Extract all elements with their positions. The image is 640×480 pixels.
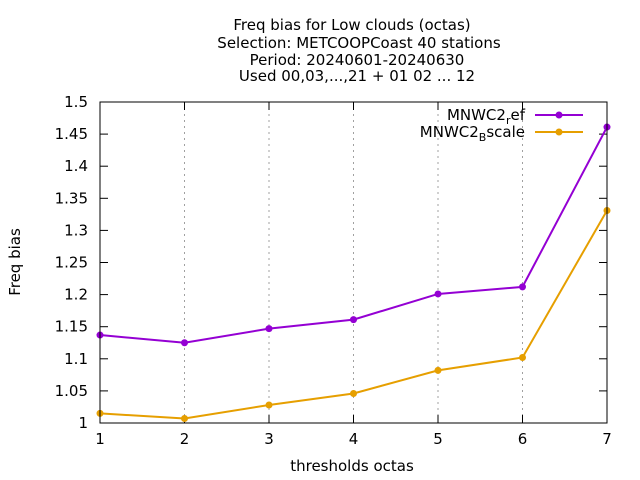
data-point	[434, 290, 442, 298]
title-line-1: Freq bias for Low clouds (octas)	[233, 16, 470, 34]
title-line-4: Used 00,03,...,21 + 01 02 ... 12	[239, 67, 475, 85]
y-tick-label: 1.5	[64, 93, 88, 111]
x-tick-label: 6	[518, 430, 528, 448]
data-point	[350, 316, 357, 324]
data-point	[434, 366, 442, 374]
legend-label-1: MNWC2ref	[447, 106, 526, 127]
data-point	[519, 354, 526, 362]
legend-entry-1: MNWC2ref	[447, 106, 583, 127]
data-point	[181, 415, 188, 423]
y-tick-label: 1.05	[55, 382, 88, 400]
data-point	[265, 401, 273, 409]
legend-marker-1	[555, 111, 563, 119]
y-tick-label: 1.25	[55, 254, 88, 272]
legend-label-2: MNWC2Bscale	[420, 123, 525, 144]
x-tick-label: 1	[95, 430, 105, 448]
y-tick-label: 1.2	[64, 286, 88, 304]
legend-label-1-main: MNWC2	[447, 106, 506, 124]
y-tick-label: 1.15	[55, 318, 88, 336]
y-tick-label: 1	[78, 414, 88, 432]
title-line-3: Period: 20240601-20240630	[250, 51, 465, 69]
legend-label-1-sub: r	[506, 114, 511, 127]
legend-marker-2	[555, 128, 563, 136]
plot-frame	[99, 101, 608, 424]
y-tick-labels: 1 1.05 1.1 1.15 1.2 1.25 1.3 1.35 1.4 1.45 1.5	[55, 93, 88, 432]
y-tick-label: 1.1	[64, 350, 88, 368]
legend-label-2-sub: B	[479, 131, 487, 144]
legend-label-2-main: MNWC2	[420, 123, 479, 141]
legend-entry-2: MNWC2Bscale	[420, 123, 583, 144]
x-tick-label: 5	[433, 430, 443, 448]
y-tick-label: 1.4	[64, 157, 88, 175]
y-tick-label: 1.45	[55, 125, 88, 143]
x-tick-label: 2	[180, 430, 190, 448]
chart-title: Freq bias for Low clouds (octas) Selecti…	[217, 16, 501, 85]
x-tick-label: 3	[264, 430, 274, 448]
grid	[184, 102, 523, 423]
data-point	[350, 389, 357, 397]
x-tick-label: 4	[349, 430, 359, 448]
title-line-2: Selection: METCOOPCoast 40 stations	[217, 34, 501, 52]
data-point	[181, 339, 188, 347]
legend-label-2-rest: scale	[486, 123, 525, 141]
y-axis-label: Freq bias	[6, 228, 24, 296]
legend-label-1-rest: ef	[510, 106, 525, 124]
x-tick-label: 7	[602, 430, 612, 448]
y-tick-label: 1.35	[55, 189, 88, 207]
x-axis-label: thresholds octas	[290, 457, 414, 475]
y-tick-label: 1.3	[64, 221, 88, 239]
data-point	[265, 325, 273, 333]
x-tick-labels: 1 2 3 4 5 6 7	[95, 430, 612, 448]
data-point	[519, 283, 526, 291]
legend: MNWC2ref MNWC2Bscale	[420, 106, 583, 144]
